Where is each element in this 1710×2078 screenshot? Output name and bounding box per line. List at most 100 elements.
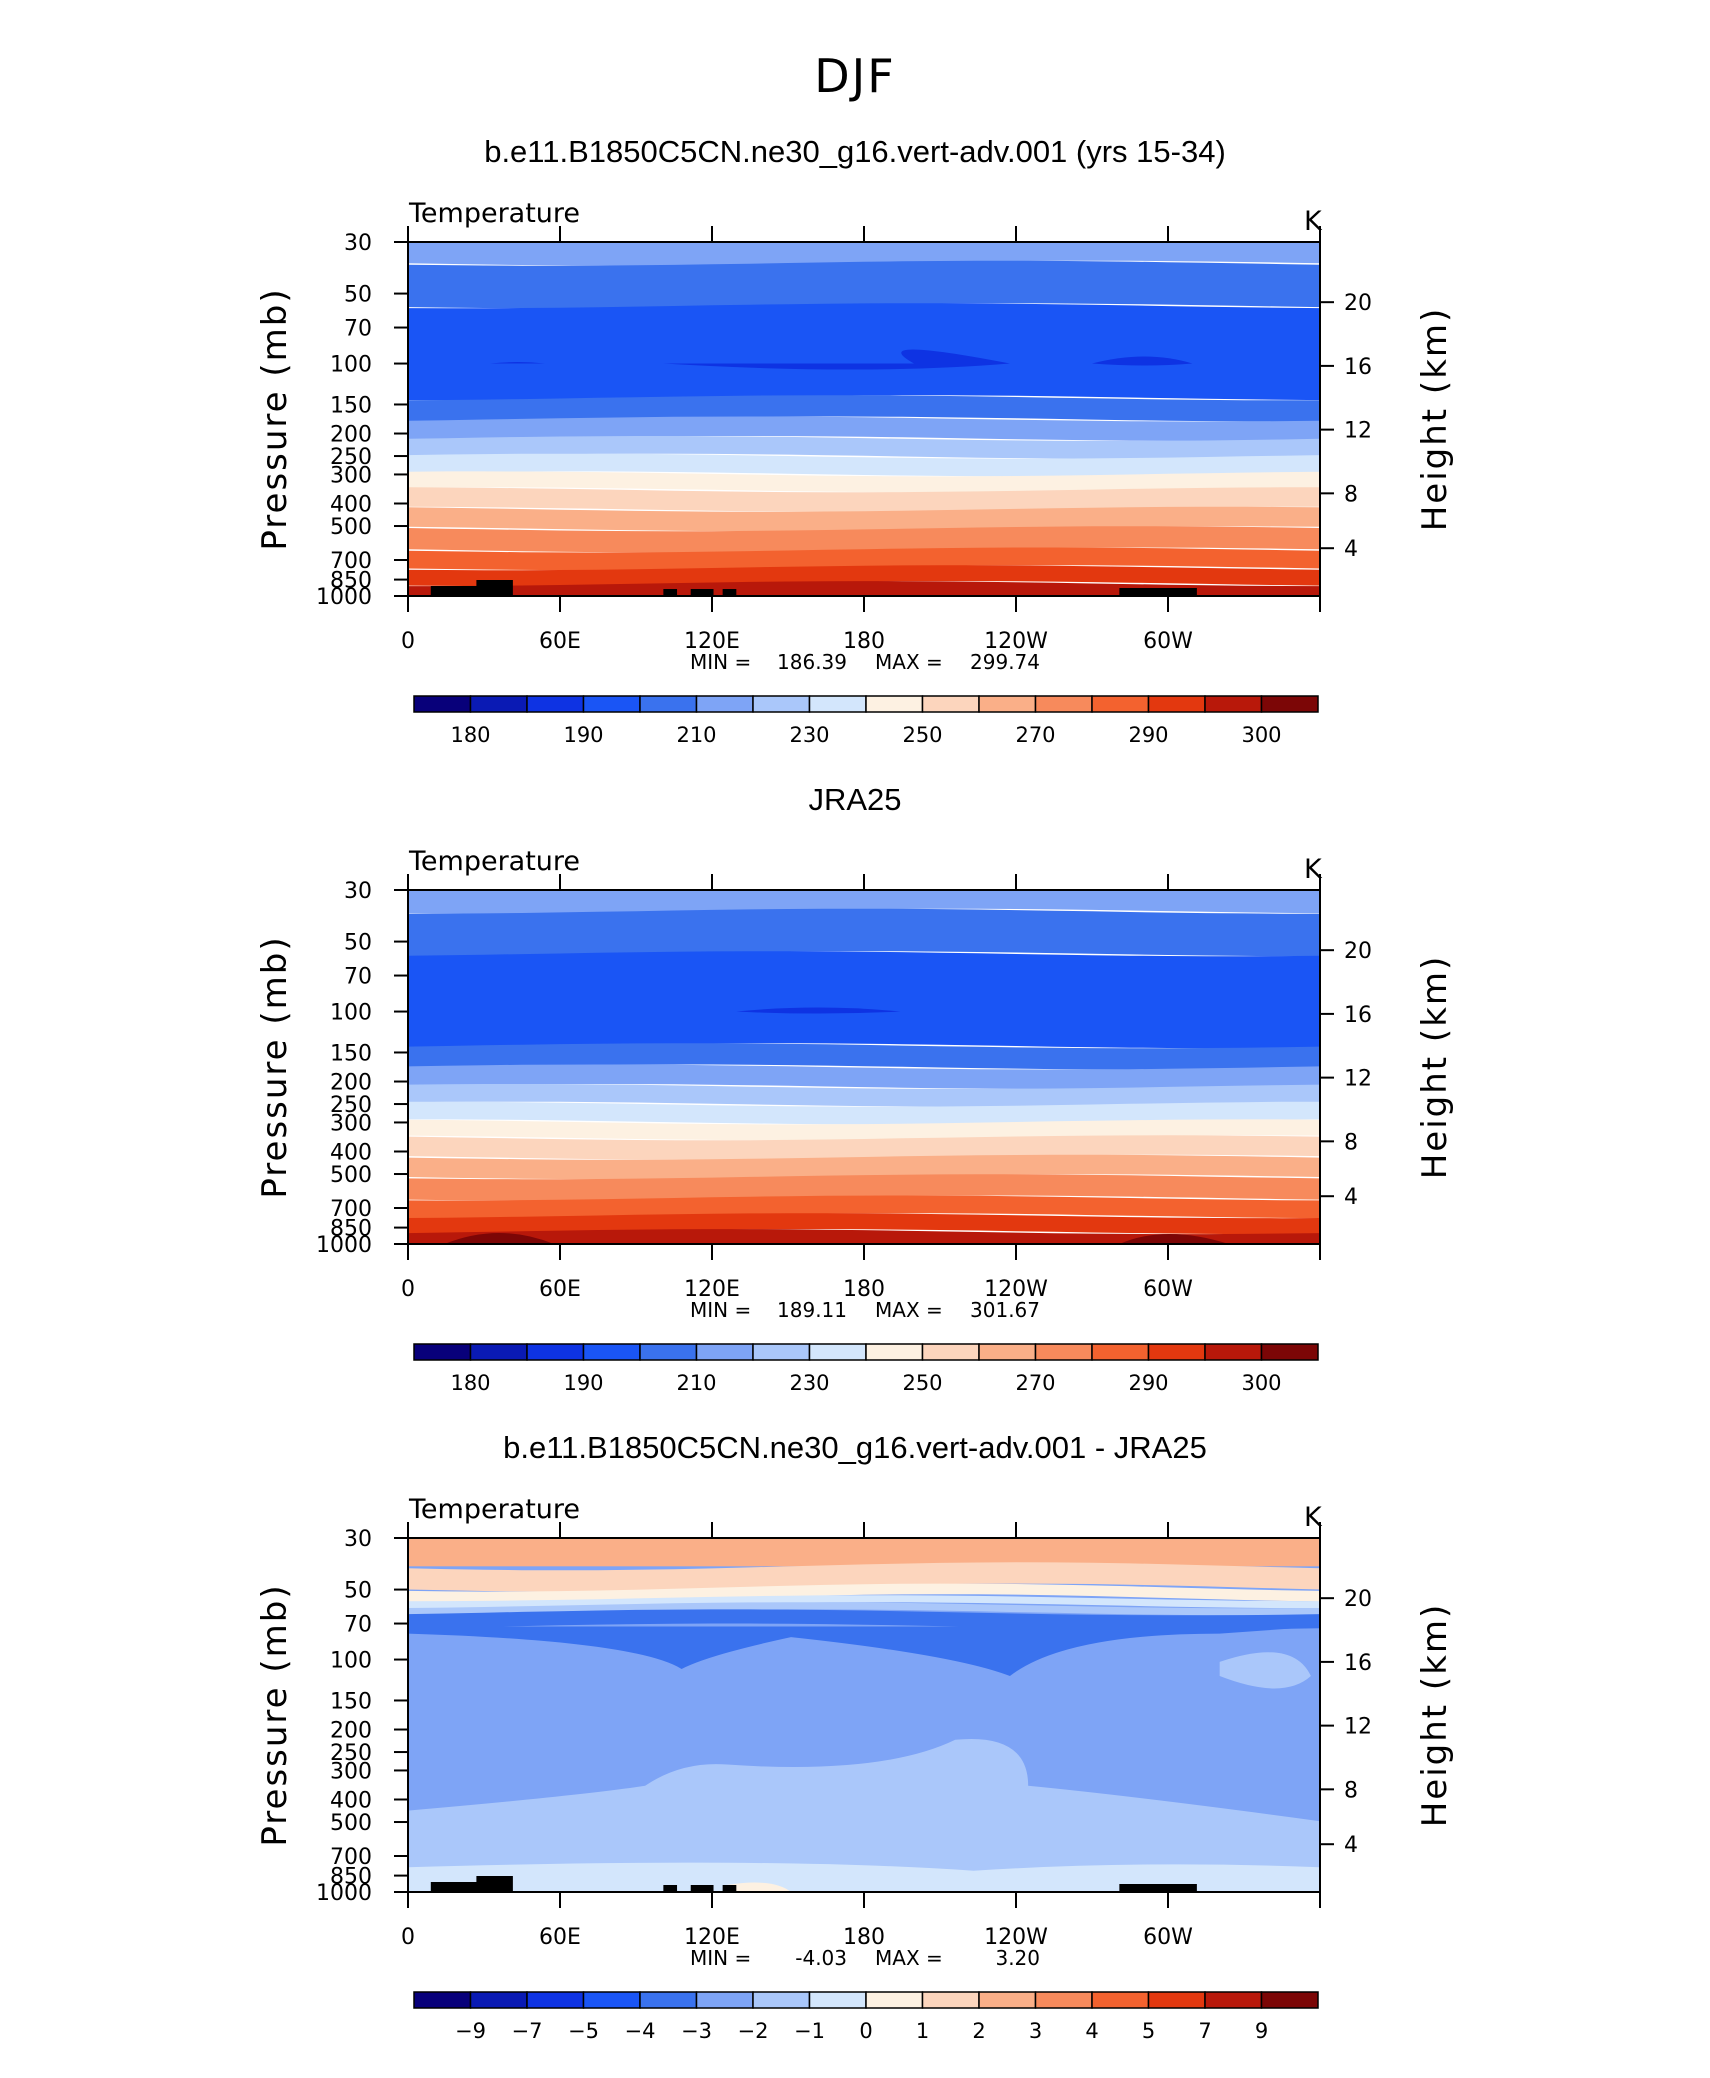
contour-band [408,453,1320,477]
x-tick-label: 120W [984,1277,1048,1302]
y-axis-title: Pressure (mb) [255,287,295,550]
contour-band [408,1174,1320,1201]
contour-band [408,1213,1320,1235]
contour-band [408,395,1320,422]
contour-band [408,1583,1320,1603]
y-tick-label: 30 [344,231,372,256]
y-tick-label: 700 [330,549,372,574]
y-right-axis-title: Height (km) [1415,1603,1455,1828]
topography-mask [476,1876,513,1892]
contour-band [408,1626,1320,1677]
x-tick-label: 0 [401,1925,415,1950]
colorbar-box [413,1343,472,1361]
contour-band [408,890,1320,914]
y-tick-label: 70 [344,317,372,342]
contour-band [408,1609,1320,1630]
colorbar-label: 3 [1029,2019,1042,2043]
colorbar-box [695,695,754,713]
colorbar-box [413,1991,472,2009]
max-value: 301.67 [970,1298,1040,1322]
colorbar-label: 290 [1128,1371,1168,1395]
y-right-tick-label: 20 [1344,939,1372,964]
colorbar-box [526,695,585,713]
x-tick-label: 60E [539,1277,581,1302]
y-tick-label: 850 [330,569,372,594]
colorbar-box [865,695,924,713]
colorbar-label: 4 [1085,2019,1098,2043]
colorbar-box [978,1991,1037,2009]
colorbar-box [526,1343,585,1361]
colorbar-label: 230 [789,723,829,747]
colorbar-box [808,1991,867,2009]
colorbar-label: 210 [676,723,716,747]
colorbar-label: 270 [1015,1371,1055,1395]
max-label: MAX = [875,1298,943,1322]
y-tick-label: 500 [330,515,372,540]
contour-band [408,1602,1320,1616]
contour-band [408,951,1320,1049]
panel-title: b.e11.B1850C5CN.ne30_g16.vert-adv.001 (y… [484,134,1226,169]
warm-core [1119,1234,1229,1244]
colorbar-label: −1 [794,2019,825,2043]
variable-label: Temperature [408,1494,580,1525]
contour-band [408,1562,1320,1592]
contour-band [408,487,1320,512]
topography-mask [690,1885,714,1892]
colorbar-box [639,1991,698,2009]
y-right-tick-label: 8 [1344,1130,1358,1155]
panel-title: b.e11.B1850C5CN.ne30_g16.vert-adv.001 - … [503,1430,1207,1465]
x-tick-label: 120W [984,629,1048,654]
units-label: K [1304,854,1323,885]
y-tick-label: 100 [330,353,372,378]
y-tick-label: 50 [344,1579,372,1604]
colorbar-box [865,1991,924,2009]
max-value: 3.20 [995,1946,1040,1970]
colorbar-box [526,1991,585,2009]
x-tick-label: 60W [1143,1925,1193,1950]
colorbar-box [978,1343,1037,1361]
contour-band [408,1538,1320,1567]
colorbar-label: 7 [1198,2019,1211,2043]
units-label: K [1304,206,1323,237]
contour-band [408,1738,1320,1892]
topography-mask [722,589,737,596]
y-tick-label: 1000 [316,585,372,610]
y-tick-label: 150 [330,1689,372,1714]
x-tick-label: 120E [684,1925,740,1950]
units-label: K [1304,1502,1323,1533]
topography-mask [1119,588,1197,596]
contour-band [408,1064,1320,1089]
y-right-tick-label: 16 [1344,1651,1372,1676]
x-tick-label: 60E [539,1925,581,1950]
y-right-axis-title: Height (km) [1415,307,1455,532]
max-label: MAX = [875,1946,943,1970]
y-tick-label: 200 [330,1719,372,1744]
contour-band [408,1154,1320,1180]
y-tick-label: 200 [330,1071,372,1096]
colorbar-box [413,695,472,713]
variable-label: Temperature [408,846,580,877]
contour-band [408,1195,1320,1219]
colorbar-label: 250 [902,1371,942,1395]
colorbar-label: 190 [563,723,603,747]
colorbar-label: −2 [738,2019,769,2043]
cold-core [663,349,1010,370]
y-tick-label: 850 [330,1865,372,1890]
colorbar-label: 2 [972,2019,985,2043]
colorbar-label: 190 [563,1371,603,1395]
y-right-tick-label: 20 [1344,291,1372,316]
min-label: MIN = [690,650,751,674]
max-label: MAX = [875,650,943,674]
colorbar-box [1091,1343,1150,1361]
colorbar-box [752,695,811,713]
y-tick-label: 400 [330,1788,372,1813]
y-tick-label: 400 [330,1140,372,1165]
x-tick-label: 120W [984,1925,1048,1950]
x-tick-label: 120E [684,1277,740,1302]
colorbar-box [469,1343,528,1361]
y-axis-title: Pressure (mb) [255,935,295,1198]
colorbar-box [752,1991,811,2009]
colorbar-label: 5 [1142,2019,1155,2043]
colorbar-box [469,1991,528,2009]
cold-core [490,362,545,364]
